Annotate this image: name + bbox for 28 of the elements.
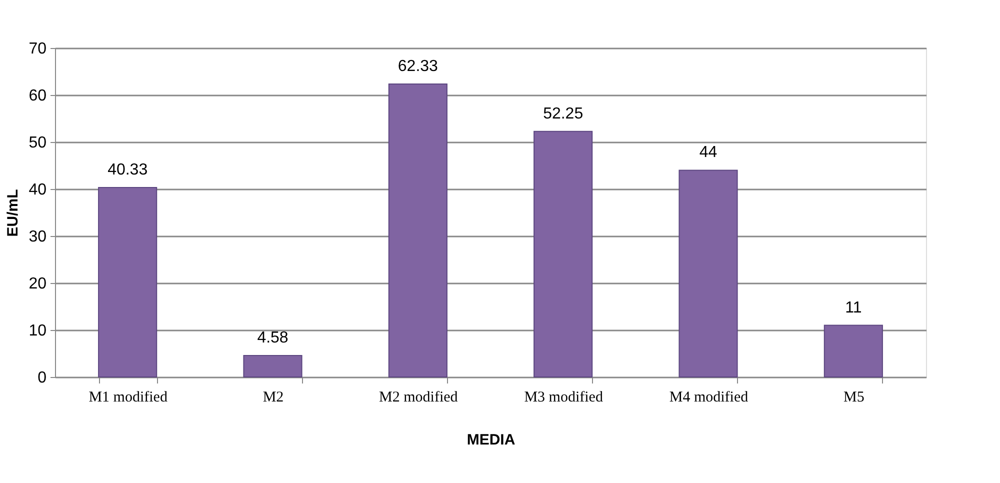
- data-label: 40.33: [108, 161, 148, 178]
- x-axis-title: MEDIA: [466, 432, 516, 448]
- bar: [678, 170, 738, 378]
- y-tick-label: 30: [28, 228, 47, 246]
- y-tick-label: 60: [28, 88, 47, 104]
- data-label: 11: [845, 299, 862, 316]
- bar: [534, 130, 593, 378]
- x-tick-label: M2: [262, 390, 284, 406]
- x-tick-label: M5: [843, 390, 864, 406]
- y-tick-label: 70: [28, 40, 47, 58]
- x-tick-label: M1 modified: [88, 390, 168, 406]
- data-label: 44: [699, 144, 718, 162]
- y-tick-label: 10: [28, 322, 47, 340]
- x-tick-label: M4 modified: [669, 390, 749, 406]
- bar: [243, 354, 302, 378]
- x-tick-label: M2 modified: [379, 390, 458, 406]
- data-label: 52.25: [543, 105, 584, 122]
- y-tick-label: 50: [28, 134, 47, 152]
- x-tick-label: M3 modified: [524, 390, 604, 406]
- y-tick-label: 20: [28, 276, 47, 292]
- data-label: 4.58: [257, 329, 288, 346]
- y-tick-label: 40: [28, 182, 47, 198]
- data-label: 62.33: [398, 58, 438, 76]
- bar: [824, 324, 883, 378]
- bar: [98, 186, 158, 378]
- bar: [388, 84, 448, 378]
- y-tick-label: 0: [38, 370, 47, 386]
- y-axis-title: EU/mL: [4, 189, 22, 237]
